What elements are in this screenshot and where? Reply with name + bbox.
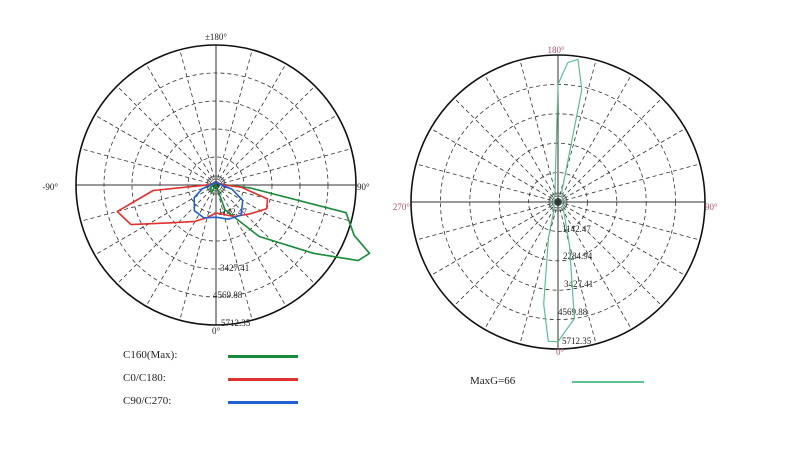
angle-label-left: 270° <box>393 202 411 212</box>
radial-label: 1142.47 <box>562 224 591 234</box>
grid-spoke <box>557 128 686 203</box>
series-curve-2 <box>193 181 244 220</box>
grid-spoke <box>557 201 686 276</box>
outer-ring <box>75 44 357 326</box>
polar-chart-left: ±180° -90° 90° 0° 1142.47 3427.41 4569.8… <box>42 32 371 336</box>
grid-spoke <box>557 74 632 203</box>
grid-spoke <box>215 184 352 222</box>
center-ring <box>548 192 568 212</box>
legend-swatch-c90 <box>228 401 298 404</box>
radial-label: 5712.35 <box>562 336 592 346</box>
legend-label-c160: C160(Max): <box>123 349 178 361</box>
grid-spoke <box>453 97 559 203</box>
radial-label: 4569.88 <box>213 290 243 300</box>
legend-label-c0: C0/C180: <box>123 372 166 384</box>
grid-spoke <box>430 128 559 203</box>
outer-ring <box>410 54 706 350</box>
grid-spoke <box>215 49 253 186</box>
grid-spoke <box>557 201 663 307</box>
grid-spoke <box>215 184 316 285</box>
grid-spoke <box>215 184 338 256</box>
angle-label-right: 90° <box>357 182 370 192</box>
radial-label: 3427.41 <box>564 279 593 289</box>
radial-label: 4569.88 <box>558 307 588 317</box>
grid-spoke <box>557 201 701 241</box>
angle-label-bottom: 0° <box>556 347 565 357</box>
grid-spoke <box>80 184 217 222</box>
grid-spoke <box>484 74 559 203</box>
grid-spoke <box>215 85 316 186</box>
grid-spoke <box>80 148 217 186</box>
grid-spoke <box>94 114 217 186</box>
series-curve-0 <box>209 181 371 262</box>
grid-spoke <box>145 63 217 186</box>
grid-spoke <box>145 184 217 307</box>
grid-spoke <box>415 201 559 241</box>
angle-label-right: 90° <box>705 202 718 212</box>
legend-swatch-maxg <box>572 381 644 383</box>
radial-label: 2284.94 <box>563 251 593 261</box>
grid-spoke <box>519 59 559 203</box>
grid-spoke <box>415 163 559 203</box>
center-ring <box>554 198 562 206</box>
grid-spoke <box>557 201 597 345</box>
polar-chart-right: 180° 270° 90° 0° 1142.47 2284.94 3427.41… <box>393 45 718 357</box>
radial-label: 1142.47 <box>218 207 247 217</box>
grid-spoke <box>430 201 559 276</box>
grid-spoke <box>215 184 253 321</box>
grid-spoke <box>215 114 338 186</box>
angle-label-bottom: 0° <box>212 326 221 336</box>
legend-swatch-c160 <box>228 355 298 358</box>
grid-spoke <box>179 184 217 321</box>
legend-label-maxg: MaxG=66 <box>470 375 516 387</box>
grid-spoke <box>215 148 352 186</box>
grid-spoke <box>484 201 559 330</box>
grid-spoke <box>215 184 287 307</box>
angle-label-left: -90° <box>42 182 58 192</box>
grid-spoke <box>116 85 217 186</box>
grid-spoke <box>215 63 287 186</box>
radial-label: 5712.35 <box>221 318 251 328</box>
grid-spoke <box>116 184 217 285</box>
angle-label-top: 180° <box>547 45 565 55</box>
radial-label: 3427.41 <box>220 263 249 273</box>
grid-spoke <box>519 201 559 345</box>
angle-label-top: ±180° <box>205 32 227 42</box>
legend-swatch-c0 <box>228 378 298 381</box>
series-curve-0 <box>543 58 583 343</box>
series-curve-1 <box>116 181 269 226</box>
legend-label-c90: C90/C270: <box>123 395 172 407</box>
grid-spoke <box>453 201 559 307</box>
grid-spoke <box>179 49 217 186</box>
grid-spoke <box>557 97 663 203</box>
grid-spoke <box>557 201 632 330</box>
grid-spoke <box>557 163 701 203</box>
center-ring <box>551 195 565 209</box>
